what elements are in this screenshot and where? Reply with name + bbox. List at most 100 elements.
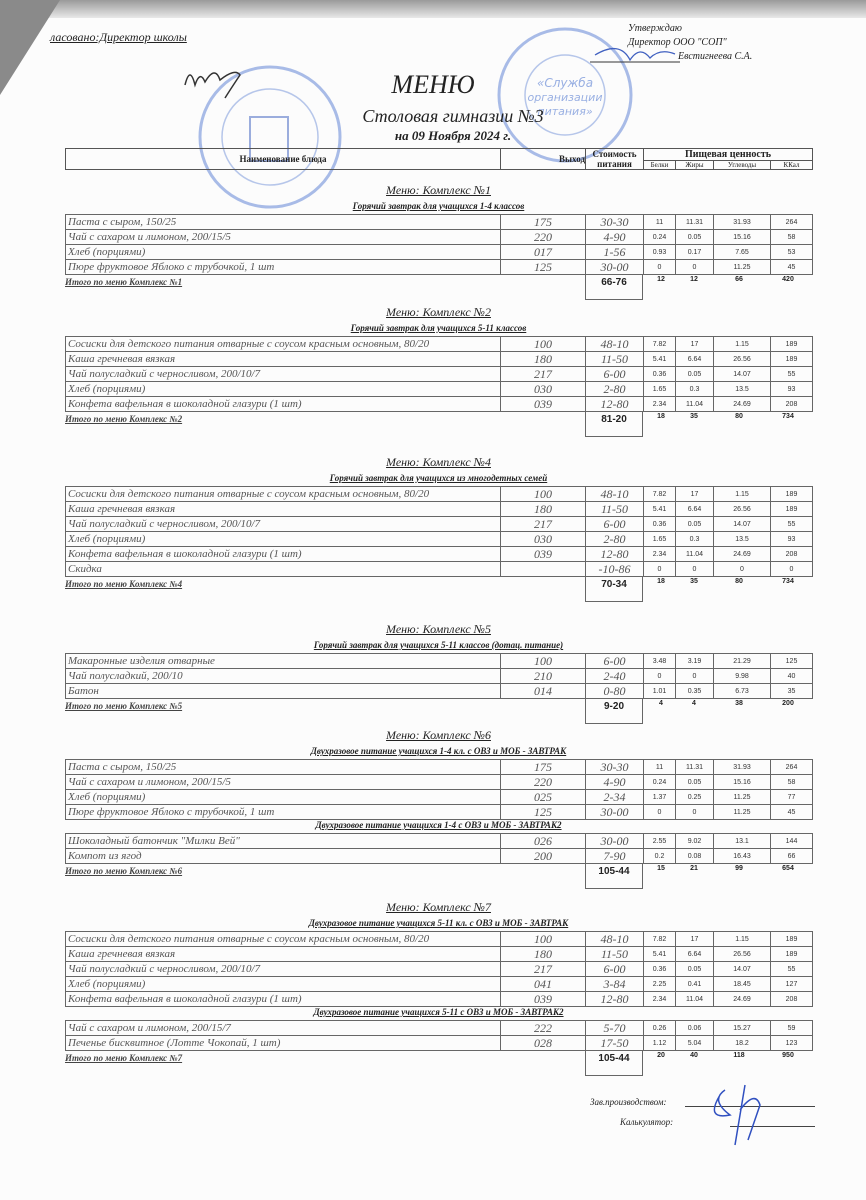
dish-fat: 17 bbox=[675, 931, 714, 947]
col-output: Выход bbox=[500, 148, 586, 170]
dish-name: Печенье бисквитное (Лотте Чокопай, 1 шт) bbox=[65, 1035, 501, 1051]
table-row: Пюре фруктовое Яблоко с трубочкой, 1 шт 1… bbox=[65, 804, 813, 820]
dish-kcal: 93 bbox=[770, 531, 813, 547]
dish-cost: 1-56 bbox=[585, 244, 644, 260]
dish-fat: 11.04 bbox=[675, 396, 714, 412]
dish-carbs: 14.07 bbox=[713, 961, 771, 977]
table-row: Конфета вафельная в шоколадной глазури (… bbox=[65, 396, 813, 412]
dish-table: Паста с сыром, 150/25 175 30-30 11 11.31 31.9… bbox=[65, 759, 813, 820]
dish-output: 220 bbox=[500, 774, 586, 790]
dish-carbs: 13.5 bbox=[713, 531, 771, 547]
total-value: 80 bbox=[735, 578, 743, 585]
table-row: Чай с сахаром и лимоном, 200/15/7 222 5-70… bbox=[65, 1020, 813, 1036]
dish-carbs: 1.15 bbox=[713, 336, 771, 352]
dish-cost: 48-10 bbox=[585, 931, 644, 947]
dish-cost: 12-80 bbox=[585, 396, 644, 412]
dish-kcal: 55 bbox=[770, 961, 813, 977]
dish-protein: 7.82 bbox=[643, 336, 676, 352]
approver-name: Евстигнеева С.А. bbox=[678, 51, 753, 62]
dish-output: 210 bbox=[500, 668, 586, 684]
dish-protein: 3.48 bbox=[643, 653, 676, 669]
dish-name: Паста с сыром, 150/25 bbox=[65, 214, 501, 230]
dish-output: 175 bbox=[500, 214, 586, 230]
dish-fat: 5.04 bbox=[675, 1035, 714, 1051]
dish-cost: 2-34 bbox=[585, 789, 644, 805]
dish-carbs: 9.98 bbox=[713, 668, 771, 684]
dish-name: Чай с сахаром и лимоном, 200/15/5 bbox=[65, 774, 501, 790]
dish-output: 039 bbox=[500, 396, 586, 412]
menu-section: Меню: Комплекс №6 Двухразовое питание уча… bbox=[65, 728, 813, 890]
dish-protein: 0 bbox=[643, 668, 676, 684]
dish-name: Чай полусладкий с черносливом, 200/10/7 bbox=[65, 516, 501, 532]
dish-cost: 12-80 bbox=[585, 546, 644, 562]
dish-fat: 0 bbox=[675, 804, 714, 820]
dish-output: 028 bbox=[500, 1035, 586, 1051]
dish-kcal: 189 bbox=[770, 351, 813, 367]
agreed-by-label: ласовано:Директор школы bbox=[50, 30, 187, 44]
total-label: Итого по меню Комплекс №2 bbox=[65, 414, 183, 424]
dish-protein: 1.37 bbox=[643, 789, 676, 805]
page-subtitle: Столовая гимназии №3 bbox=[362, 106, 544, 126]
menu-section: Меню: Комплекс №7 Двухразовое питание уча… bbox=[65, 900, 813, 1077]
dish-kcal: 45 bbox=[770, 259, 813, 275]
dish-cost: 2-80 bbox=[585, 381, 644, 397]
table-row: Каша гречневая вязкая 180 11-50 5.41 6.64 26.… bbox=[65, 501, 813, 517]
total-value: 118 bbox=[733, 1052, 745, 1059]
dish-carbs: 18.45 bbox=[713, 976, 771, 992]
dish-fat: 6.64 bbox=[675, 501, 714, 517]
dish-output: 100 bbox=[500, 931, 586, 947]
dish-protein: 1.65 bbox=[643, 381, 676, 397]
table-row: Хлеб (порциями) 030 2-80 1.65 0.3 13.5 93 bbox=[65, 531, 813, 547]
dish-fat: 0 bbox=[675, 561, 714, 577]
section-subtitle: Горячий завтрак для учащихся 5-11 классо… bbox=[350, 323, 527, 333]
dish-name: Конфета вафельная в шоколадной глазури (… bbox=[65, 396, 501, 412]
dish-protein: 5.41 bbox=[643, 946, 676, 962]
dish-protein: 0.36 bbox=[643, 366, 676, 382]
total-value: 38 bbox=[735, 700, 743, 707]
dish-carbs: 26.56 bbox=[713, 946, 771, 962]
dish-carbs: 24.69 bbox=[713, 991, 771, 1007]
table-row: Конфета вафельная в шоколадной глазури (… bbox=[65, 546, 813, 562]
dish-cost: 30-30 bbox=[585, 759, 644, 775]
total-value: 18 bbox=[657, 413, 665, 420]
total-value: 200 bbox=[782, 700, 794, 707]
dish-name: Пюре фруктовое Яблоко с трубочкой, 1 шт bbox=[65, 259, 501, 275]
dish-cost: 30-00 bbox=[585, 833, 644, 849]
dish-cost: 6-00 bbox=[585, 516, 644, 532]
table-row: Батон 014 0-80 1.01 0.35 6.73 35 bbox=[65, 683, 813, 699]
section-title: Меню: Комплекс №7 bbox=[386, 900, 491, 914]
table-row: Каша гречневая вязкая 180 11-50 5.41 6.64 26.… bbox=[65, 946, 813, 962]
dish-output: 180 bbox=[500, 946, 586, 962]
total-cost: 9-20 bbox=[585, 699, 643, 724]
dish-protein: 7.82 bbox=[643, 486, 676, 502]
dish-protein: 0.93 bbox=[643, 244, 676, 260]
dish-output: 039 bbox=[500, 991, 586, 1007]
dish-protein: 5.41 bbox=[643, 351, 676, 367]
dish-carbs: 16.43 bbox=[713, 848, 771, 864]
dish-name: Батон bbox=[65, 683, 501, 699]
dish-kcal: 189 bbox=[770, 336, 813, 352]
dish-cost: 4-90 bbox=[585, 229, 644, 245]
dish-kcal: 58 bbox=[770, 774, 813, 790]
total-value: 12 bbox=[657, 276, 665, 283]
dish-output: 217 bbox=[500, 516, 586, 532]
dish-name: Конфета вафельная в шоколадной глазури (… bbox=[65, 991, 501, 1007]
table-row: Хлеб (порциями) 017 1-56 0.93 0.17 7.65 53 bbox=[65, 244, 813, 260]
table-row: Сосиски для детского питания отварные с … bbox=[65, 931, 813, 947]
dish-table: Сосиски для детского питания отварные с … bbox=[65, 336, 813, 412]
dish-protein: 2.34 bbox=[643, 396, 676, 412]
production-label: Зав.производством: bbox=[590, 1097, 667, 1107]
total-value: 420 bbox=[782, 276, 794, 283]
total-value: 12 bbox=[690, 276, 698, 283]
dish-cost: 0-80 bbox=[585, 683, 644, 699]
table-row: Чай с сахаром и лимоном, 200/15/5 220 4-90… bbox=[65, 774, 813, 790]
dish-carbs: 24.69 bbox=[713, 396, 771, 412]
dish-name: Чай с сахаром и лимоном, 200/15/7 bbox=[65, 1020, 501, 1036]
table-row: Чай с сахаром и лимоном, 200/15/5 220 4-90… bbox=[65, 229, 813, 245]
table-row: Хлеб (порциями) 025 2-34 1.37 0.25 11.25 77 bbox=[65, 789, 813, 805]
dish-carbs: 15.16 bbox=[713, 774, 771, 790]
dish-fat: 0.3 bbox=[675, 381, 714, 397]
dish-fat: 0 bbox=[675, 259, 714, 275]
dish-carbs: 6.73 bbox=[713, 683, 771, 699]
dish-fat: 11.31 bbox=[675, 759, 714, 775]
